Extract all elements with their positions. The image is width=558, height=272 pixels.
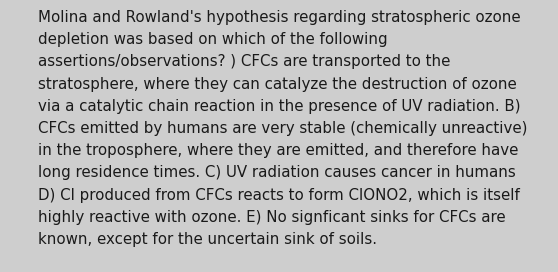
Text: Molina and Rowland's hypothesis regarding stratospheric ozone: Molina and Rowland's hypothesis regardin… (38, 10, 521, 25)
Text: CFCs emitted by humans are very stable (chemically unreactive): CFCs emitted by humans are very stable (… (38, 121, 527, 136)
Text: stratosphere, where they can catalyze the destruction of ozone: stratosphere, where they can catalyze th… (38, 77, 517, 92)
Text: known, except for the uncertain sink of soils.: known, except for the uncertain sink of … (38, 232, 377, 247)
Text: depletion was based on which of the following: depletion was based on which of the foll… (38, 32, 388, 47)
Text: highly reactive with ozone. E) No signficant sinks for CFCs are: highly reactive with ozone. E) No signfi… (38, 210, 506, 225)
Text: assertions/observations? ) CFCs are transported to the: assertions/observations? ) CFCs are tran… (38, 54, 450, 69)
Text: long residence times. C) UV radiation causes cancer in humans: long residence times. C) UV radiation ca… (38, 165, 516, 180)
Text: via a catalytic chain reaction in the presence of UV radiation. B): via a catalytic chain reaction in the pr… (38, 99, 521, 114)
Text: D) Cl produced from CFCs reacts to form ClONO2, which is itself: D) Cl produced from CFCs reacts to form … (38, 188, 520, 203)
Text: in the troposphere, where they are emitted, and therefore have: in the troposphere, where they are emitt… (38, 143, 518, 158)
